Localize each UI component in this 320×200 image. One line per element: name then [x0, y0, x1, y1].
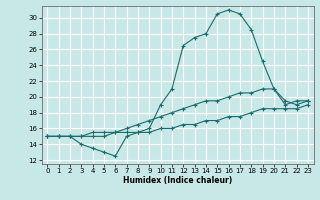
X-axis label: Humidex (Indice chaleur): Humidex (Indice chaleur)	[123, 176, 232, 185]
